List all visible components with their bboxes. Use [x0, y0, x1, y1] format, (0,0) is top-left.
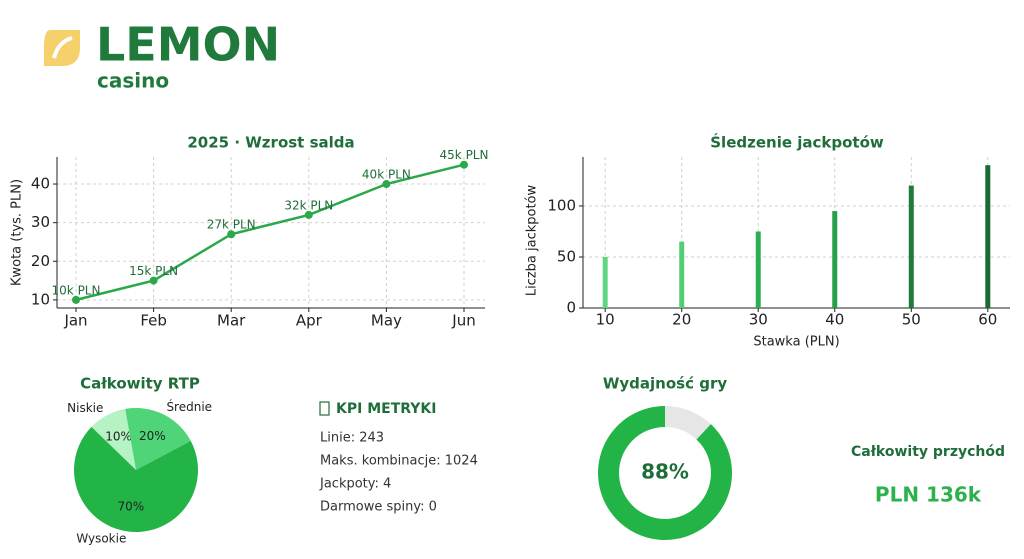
data-point [460, 160, 468, 169]
kpi-item: Jackpoty: 4 [319, 477, 391, 492]
x-tick-label: Apr [296, 312, 323, 330]
slice-label: Wysokie [76, 531, 126, 545]
slice-value-label: 70% [117, 499, 144, 513]
data-label: 15k PLN [129, 264, 178, 278]
chart-title: Całkowity RTP [80, 375, 200, 393]
kpi-item: Darmowe spiny: 0 [320, 500, 437, 515]
data-label: 27k PLN [207, 218, 256, 232]
bar [679, 241, 685, 308]
bar [602, 256, 608, 308]
bar [908, 185, 914, 308]
y-axis-label: Kwota (tys. PLN) [10, 179, 25, 286]
slice-value-label: 10% [105, 430, 132, 444]
x-tick-label: Jan [63, 312, 87, 330]
data-line [75, 163, 465, 302]
pie-slice [74, 426, 199, 532]
chart-title: Śledzenie jackpotów [710, 133, 884, 152]
y-tick-label: 10 [31, 290, 50, 308]
x-tick-label: May [371, 312, 402, 330]
x-tick-label: 60 [978, 311, 997, 329]
x-tick-label: 30 [749, 311, 768, 329]
x-tick-label: 50 [902, 311, 921, 329]
y-tick-label: 40 [31, 175, 50, 193]
data-point [304, 210, 313, 219]
x-tick-label: 40 [825, 311, 844, 329]
logo-name: LEMON [96, 18, 280, 72]
bar [755, 231, 761, 308]
revenue-title: Całkowity przychód [851, 444, 1005, 460]
slice-value-label: 20% [139, 429, 166, 443]
data-label: 40k PLN [362, 168, 411, 182]
pie-slice [91, 408, 136, 470]
kpi-icon [319, 401, 330, 416]
donut-value [598, 406, 733, 540]
donut-label: 88% [641, 460, 689, 484]
pie-slice [125, 407, 191, 470]
x-tick-label: Jun [451, 312, 475, 330]
data-point [72, 295, 80, 304]
chart-title: Wydajność gry [603, 375, 727, 393]
x-tick-label: Mar [217, 312, 246, 330]
revenue-panel: Całkowity przychód PLN 136k [851, 444, 1005, 507]
y-tick-label: 30 [31, 213, 50, 231]
y-tick-label: 50 [557, 247, 576, 265]
slice-label: Średnie [166, 399, 212, 414]
slice-label: Niskie [67, 401, 103, 415]
kpi-panel: KPI METRYKI Linie: 243 Maks. kombinacje:… [319, 401, 478, 515]
x-tick-label: Feb [140, 312, 167, 330]
data-label: 45k PLN [440, 148, 489, 162]
y-tick-label: 0 [566, 299, 576, 317]
data-point [382, 180, 391, 189]
data-point [227, 230, 236, 239]
logo: LEMON casino [44, 18, 280, 93]
logo-icon-line [52, 36, 73, 59]
kpi-item: Linie: 243 [320, 431, 384, 446]
data-point [149, 276, 158, 285]
revenue-value: PLN 136k [875, 483, 982, 507]
donut-remainder [665, 406, 711, 440]
y-axis-label: Liczba jackpotów [525, 184, 540, 296]
x-tick-label: 10 [596, 311, 615, 329]
logo-icon [44, 30, 80, 66]
x-axis-label: Stawka (PLN) [753, 335, 839, 350]
x-tick-label: 20 [672, 311, 691, 329]
kpi-item: Maks. kombinacje: 1024 [320, 454, 478, 469]
data-label: 32k PLN [284, 198, 333, 212]
bar [985, 165, 991, 308]
data-label: 10k PLN [52, 283, 101, 297]
y-tick-label: 100 [547, 196, 576, 214]
chart-title: 2025 · Wzrost salda [187, 134, 354, 152]
bar [832, 211, 838, 308]
kpi-title: KPI METRYKI [336, 401, 436, 417]
y-tick-label: 20 [31, 252, 50, 270]
logo-tagline: casino [97, 69, 169, 93]
